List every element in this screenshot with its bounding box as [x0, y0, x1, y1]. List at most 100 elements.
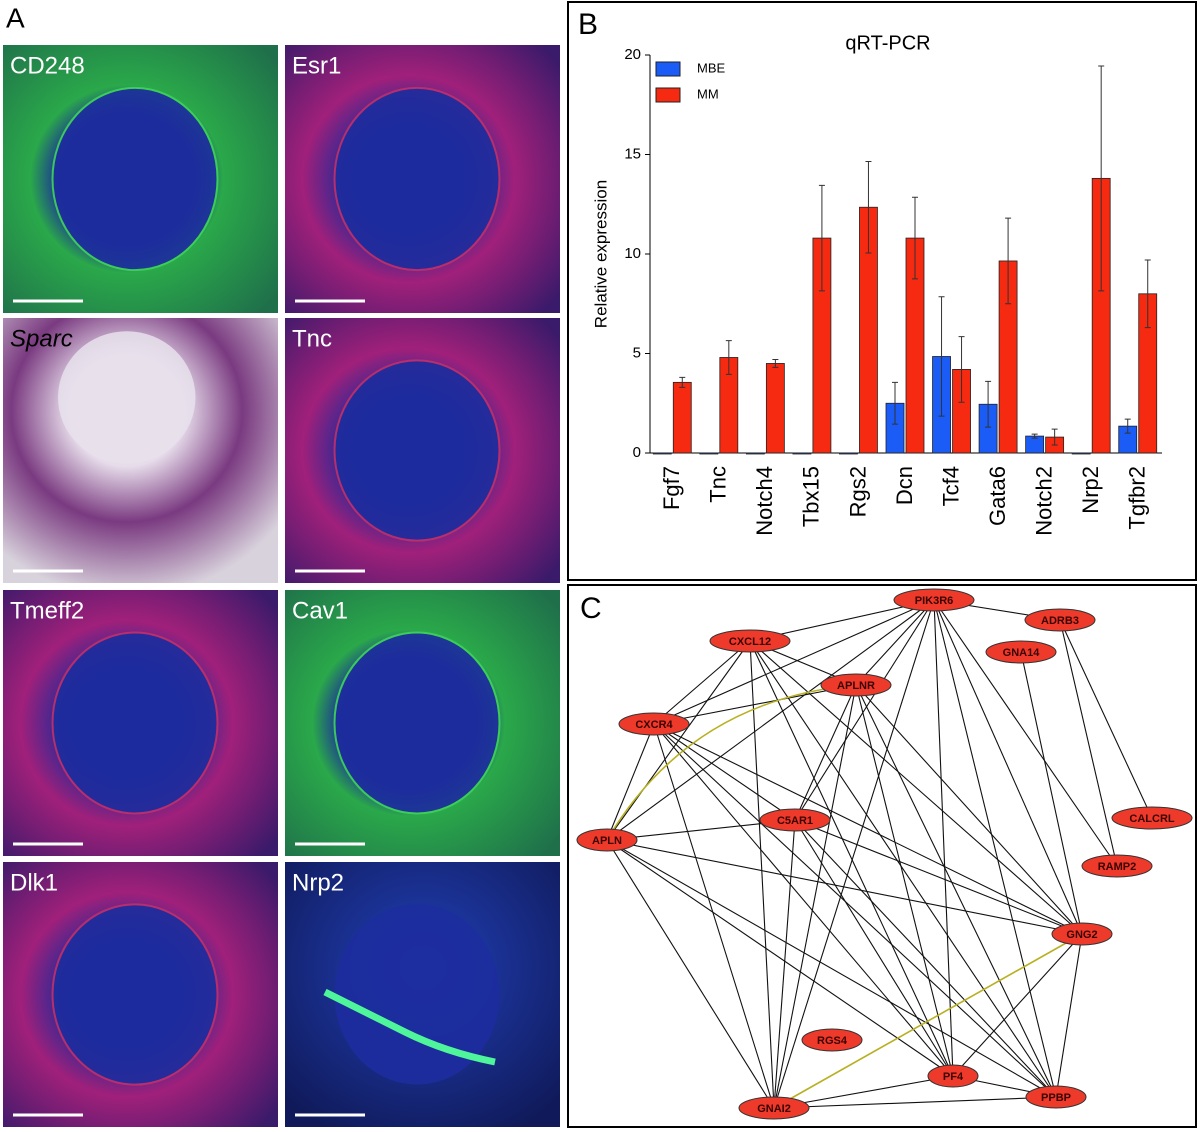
- edge: [1020, 651, 1083, 935]
- error-bar: [938, 296, 945, 417]
- x-tick-label: Tnc: [706, 466, 731, 503]
- node: [576, 828, 638, 852]
- follicle: [334, 904, 500, 1085]
- edge: [653, 723, 1057, 1098]
- bar: [839, 452, 858, 455]
- node-label: GNAI2: [757, 1103, 791, 1115]
- node-label: CALCRL: [1129, 813, 1174, 825]
- bar: [1025, 435, 1045, 454]
- edge: [794, 599, 935, 821]
- legend-swatch: [655, 87, 681, 103]
- error-bar: [1051, 428, 1058, 446]
- bar: [765, 363, 785, 454]
- bar: [1071, 452, 1091, 455]
- y-tick-label: 10: [624, 245, 641, 262]
- bar: [792, 452, 812, 455]
- error-bar: [772, 358, 779, 368]
- edge: [653, 684, 857, 725]
- node-label: ADRB3: [1041, 615, 1079, 627]
- node: [618, 712, 690, 736]
- edge: [933, 599, 1118, 867]
- bar: [745, 452, 765, 455]
- micrograph-panel: CD248 Esr1 Sparc Tnc Tmeff2 Cav1 Dlk1 Nrp2: [3, 45, 560, 1127]
- node: [801, 1028, 863, 1052]
- edge: [933, 599, 954, 1077]
- follicle: [51, 903, 219, 1086]
- bar: [699, 452, 719, 455]
- image-label: Nrp2: [292, 869, 344, 896]
- edge: [749, 640, 1083, 935]
- error-bar: [985, 380, 992, 428]
- follicle: [333, 359, 501, 542]
- edge: [606, 839, 954, 1077]
- node-label: CXCL12: [729, 636, 771, 648]
- node-label: PIK3R6: [915, 595, 954, 607]
- edge: [1059, 619, 1118, 867]
- x-tick-label: Fgf7: [659, 466, 684, 510]
- error-bar: [1144, 259, 1151, 329]
- follicle: [333, 86, 501, 272]
- image-label: Sparc: [10, 325, 73, 352]
- edge: [653, 640, 751, 725]
- bar-chart: 0 5 10 15 20 Fgf7 Tnc Notch4 Tbx15 Rgs2 Dcn Tcf4 Gat…: [624, 46, 1162, 536]
- node: [927, 1064, 979, 1088]
- image-label: CD248: [10, 52, 85, 79]
- edge: [794, 819, 1083, 935]
- edge: [855, 684, 1057, 1098]
- x-tick-label: Tcf4: [938, 466, 963, 506]
- image-label: Dlk1: [10, 869, 58, 896]
- node: [1051, 922, 1113, 946]
- edge: [606, 839, 1083, 935]
- y-tick-label: 5: [633, 344, 641, 361]
- follicle: [51, 631, 219, 815]
- edge: [773, 684, 857, 1109]
- edge: [773, 1096, 1057, 1109]
- edge: [794, 819, 1057, 1098]
- node: [738, 1096, 810, 1120]
- node-label: GNA14: [1003, 647, 1041, 659]
- image-label: Esr1: [292, 52, 341, 79]
- x-tick-label: Rgs2: [845, 466, 870, 517]
- edge: [933, 599, 1083, 935]
- node-label: RGS4: [817, 1035, 848, 1047]
- node-label: PPBP: [1041, 1092, 1071, 1104]
- y-tick-label: 15: [624, 145, 641, 162]
- node: [709, 629, 791, 653]
- error-bar: [865, 160, 872, 254]
- node-label: PF4: [943, 1071, 964, 1083]
- error-bar: [679, 376, 686, 388]
- error-bar: [1124, 418, 1131, 434]
- node-label: CXCR4: [635, 719, 673, 731]
- error-bar: [1031, 433, 1038, 439]
- panel-label: C: [580, 592, 602, 625]
- image-label: Tmeff2: [10, 597, 84, 624]
- node-label: APLN: [592, 835, 622, 847]
- edge: [653, 723, 775, 1109]
- error-bar: [1098, 65, 1105, 292]
- bar: [672, 381, 692, 454]
- legend-label: MM: [697, 86, 719, 101]
- network: PIK3R6 ADRB3 CXCL12 GNA14 APLNR CXCR4 C5AR1 CAL…: [576, 588, 1193, 1120]
- edge: [606, 839, 775, 1109]
- edge: [653, 723, 1083, 935]
- edge-highlight: [606, 684, 857, 841]
- edge: [606, 599, 935, 841]
- error-bar: [892, 381, 898, 425]
- node-label: RAMP2: [1098, 861, 1137, 873]
- error-bar: [912, 196, 918, 280]
- stain: [323, 988, 496, 1066]
- edge: [606, 839, 1057, 1098]
- edge: [794, 684, 857, 821]
- bar: [652, 452, 672, 455]
- node: [1025, 1085, 1087, 1109]
- edge: [952, 933, 1083, 1077]
- node-label: C5AR1: [777, 815, 813, 827]
- edge: [653, 599, 935, 725]
- panel-label: B: [578, 8, 598, 41]
- x-tick-label: Tbx15: [799, 466, 824, 527]
- follicle: [58, 331, 196, 464]
- error-bar: [958, 336, 965, 403]
- edge-highlight: [773, 933, 1083, 1109]
- x-tick-label: Dcn: [892, 466, 917, 505]
